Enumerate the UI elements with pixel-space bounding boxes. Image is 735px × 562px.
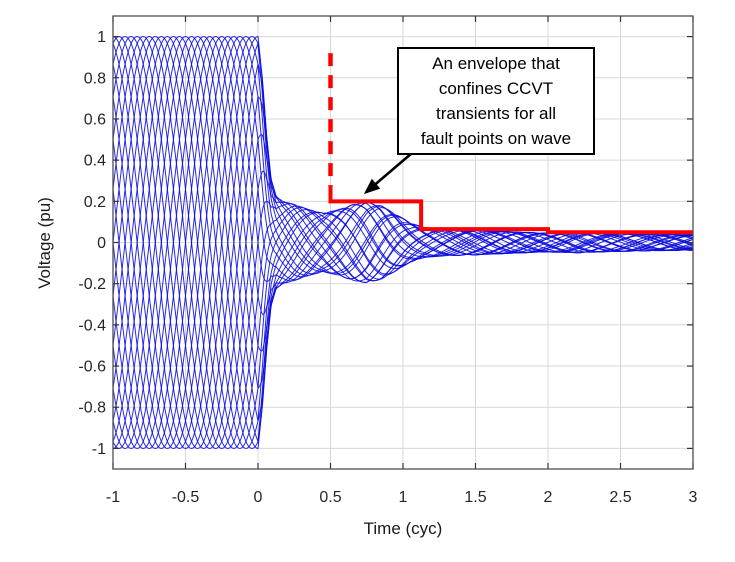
arrow-head-icon bbox=[363, 178, 381, 195]
y-tick-label: -0.4 bbox=[78, 317, 106, 334]
y-tick-label: -0.2 bbox=[78, 276, 106, 293]
x-tick-labels: -1 -0.5 0 0.5 1 1.5 2 2.5 3 bbox=[106, 489, 698, 506]
x-tick-label: -0.5 bbox=[172, 489, 200, 506]
waveform-trace bbox=[112, 36, 694, 449]
x-tick-label: 1 bbox=[399, 489, 408, 506]
arrow-shaft bbox=[372, 152, 413, 188]
y-tick-label: 0.4 bbox=[84, 153, 106, 170]
x-tick-label: -1 bbox=[106, 489, 120, 506]
y-tick-label: -0.6 bbox=[78, 359, 106, 376]
x-tick-label: 0 bbox=[254, 489, 263, 506]
annotation-line: transients for all bbox=[436, 104, 556, 123]
x-tick-label: 3 bbox=[689, 489, 698, 506]
waveform-trace bbox=[112, 36, 694, 449]
x-tick-label: 1.5 bbox=[464, 489, 486, 506]
y-tick-labels: 1 0.8 0.6 0.4 0.2 0 -0.2 -0.4 -0.6 -0.8 -1 bbox=[78, 29, 106, 458]
waveform-trace bbox=[112, 36, 694, 449]
annotation-line: fault points on wave bbox=[420, 129, 572, 148]
y-tick-label: -1 bbox=[92, 441, 106, 458]
y-tick-label: 1 bbox=[97, 29, 106, 46]
y-tick-label: 0 bbox=[97, 235, 106, 252]
waveform-trace bbox=[112, 36, 694, 449]
x-tick-label: 2 bbox=[544, 489, 553, 506]
y-tick-label: 0.2 bbox=[84, 194, 106, 211]
x-tick-label: 0.5 bbox=[319, 489, 341, 506]
annotation-line: An envelope that bbox=[432, 54, 560, 73]
annotation-line: confines CCVT bbox=[438, 79, 554, 98]
fault-envelope bbox=[328, 53, 693, 235]
x-axis-label: Time (cyc) bbox=[363, 519, 443, 538]
annotation-arrow bbox=[363, 152, 413, 195]
envelope-step-line bbox=[328, 186, 693, 235]
plot-border bbox=[112, 15, 694, 470]
y-tick-label: 0.8 bbox=[84, 70, 106, 87]
y-tick-label: 0.6 bbox=[84, 111, 106, 128]
x-tick-label: 2.5 bbox=[609, 489, 631, 506]
y-tick-label: -0.8 bbox=[78, 400, 106, 417]
y-axis-label: Voltage (pu) bbox=[35, 197, 54, 289]
annotation-callout: An envelope that confines CCVT transient… bbox=[397, 47, 595, 155]
